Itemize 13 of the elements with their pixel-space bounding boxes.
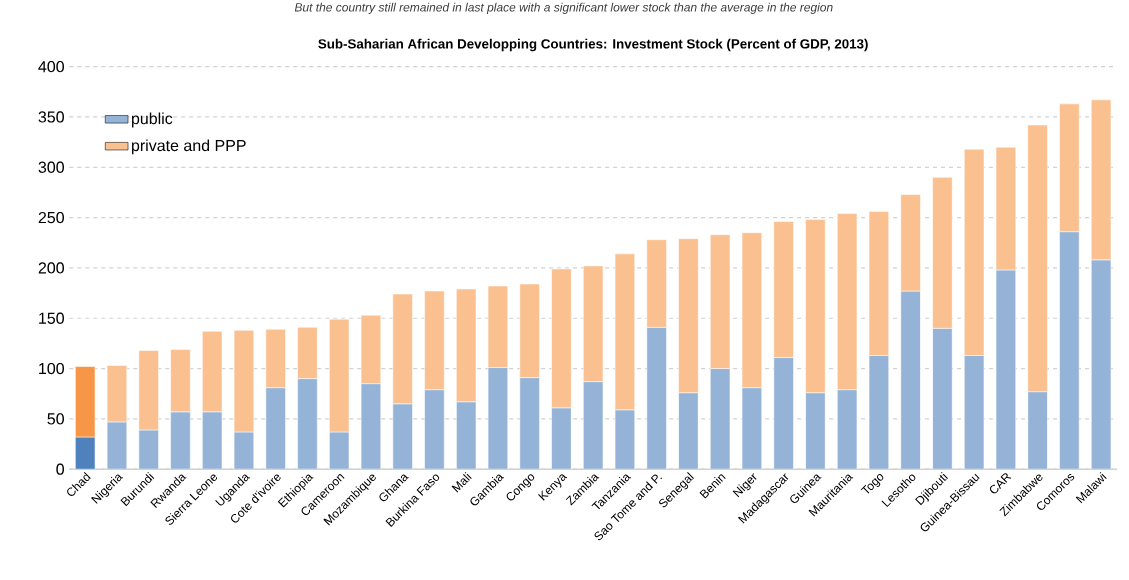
y-tick-label: 350 [38, 111, 64, 123]
legend-label: private and PPP [131, 139, 246, 155]
y-tick-label: 0 [56, 463, 64, 475]
legend-label: public [131, 112, 173, 128]
text: But the country still remained in last place with a significant lower stock than the average in the region [294, 2, 833, 15]
y-tick-label: 100 [39, 362, 64, 375]
y-tick-label: 250 [38, 212, 64, 224]
y-tick-label: 300 [38, 161, 64, 174]
y-tick-label: 400 [38, 61, 64, 73]
y-tick-label: 150 [39, 312, 64, 324]
chart-title: Sub-Saharian African Developping Countries: Investment Stock (Percent of GDP, 2013) [318, 38, 868, 52]
y-tick-label: 50 [47, 413, 64, 425]
y-tick-label: 200 [38, 262, 64, 274]
